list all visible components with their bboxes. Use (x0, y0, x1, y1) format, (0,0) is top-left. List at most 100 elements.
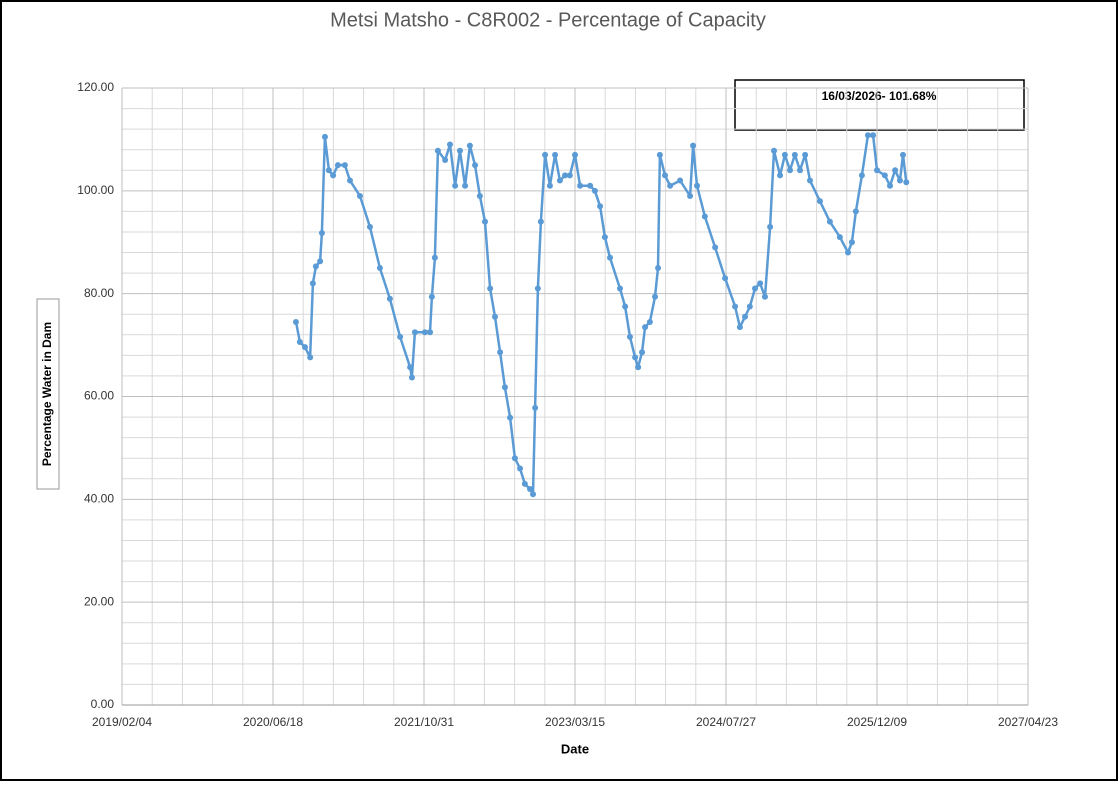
data-point (491, 313, 498, 320)
data-point (701, 213, 708, 220)
x-tick-label: 2020/06/18 (243, 715, 303, 729)
data-point (472, 162, 479, 169)
data-point (366, 223, 373, 230)
data-point (806, 177, 813, 184)
data-point (386, 295, 393, 302)
data-point (427, 329, 434, 336)
data-point (501, 384, 508, 391)
data-point (325, 167, 332, 174)
data-point (864, 132, 871, 139)
data-point (408, 374, 415, 381)
data-point (622, 303, 629, 310)
data-point (816, 198, 823, 205)
data-point (309, 280, 316, 287)
data-point (591, 187, 598, 194)
data-point (562, 172, 569, 179)
data-point (732, 303, 739, 310)
data-point (411, 329, 418, 336)
y-tick-label: 80.00 (84, 286, 114, 300)
data-point (661, 172, 668, 179)
data-point (466, 142, 473, 149)
data-point (642, 324, 649, 331)
data-point (341, 162, 348, 169)
data-point (552, 151, 559, 158)
data-point (330, 172, 337, 179)
data-point (892, 167, 899, 174)
data-point (845, 249, 852, 256)
data-point (639, 349, 646, 356)
data-point (852, 208, 859, 215)
data-point (777, 172, 784, 179)
data-point (296, 338, 303, 345)
data-point (690, 142, 697, 149)
data-point (635, 364, 642, 371)
data-point (601, 234, 608, 241)
data-point (487, 285, 494, 292)
data-point (527, 486, 534, 493)
data-point (347, 177, 354, 184)
data-point (655, 264, 662, 271)
y-axis-label: Percentage Water in Dam (40, 322, 54, 466)
plot (292, 132, 910, 498)
data-point (751, 285, 758, 292)
data-point (802, 151, 809, 158)
data-point (521, 480, 528, 487)
data-point (781, 151, 788, 158)
data-point (577, 182, 584, 189)
data-point (517, 465, 524, 472)
data-point (292, 318, 299, 325)
data-point (632, 354, 639, 361)
x-tick-label: 2021/10/31 (394, 715, 454, 729)
data-point (566, 172, 573, 179)
data-point (452, 182, 459, 189)
x-tick-label: 2027/04/23 (998, 715, 1058, 729)
data-point (542, 151, 549, 158)
data-point (397, 333, 404, 340)
data-point (886, 182, 893, 189)
y-tick-label: 40.00 (84, 492, 114, 506)
data-point (652, 293, 659, 300)
data-point (626, 333, 633, 340)
data-point (858, 172, 865, 179)
data-point (742, 313, 749, 320)
data-point (881, 172, 888, 179)
data-point (534, 285, 541, 292)
data-point (434, 147, 441, 154)
data-point (616, 285, 623, 292)
data-point (757, 280, 764, 287)
data-point (712, 244, 719, 251)
data-point (407, 364, 414, 371)
x-tick-label: 2024/07/27 (696, 715, 756, 729)
data-point (428, 293, 435, 300)
data-point (791, 151, 798, 158)
data-point (687, 192, 694, 199)
data-point (722, 275, 729, 282)
annotation: 16/03/2026- 101.68% (822, 89, 937, 103)
data-point (656, 151, 663, 158)
data-point (761, 293, 768, 300)
data-point (446, 141, 453, 148)
data-point (511, 455, 518, 462)
data-point (476, 192, 483, 199)
data-point (442, 156, 449, 163)
y-tick-label: 60.00 (84, 389, 114, 403)
data-point (532, 404, 539, 411)
data-point (312, 263, 319, 270)
data-point (431, 254, 438, 261)
data-point (497, 349, 504, 356)
data-point (302, 344, 309, 351)
data-point (826, 218, 833, 225)
data-point (482, 218, 489, 225)
data-point (317, 258, 324, 265)
data-point (546, 182, 553, 189)
data-point (694, 182, 701, 189)
data-point (787, 167, 794, 174)
data-point (667, 182, 674, 189)
data-point (899, 151, 906, 158)
data-point (462, 182, 469, 189)
data-point (537, 218, 544, 225)
data-point (597, 203, 604, 210)
y-tick-label: 100.00 (77, 183, 114, 197)
